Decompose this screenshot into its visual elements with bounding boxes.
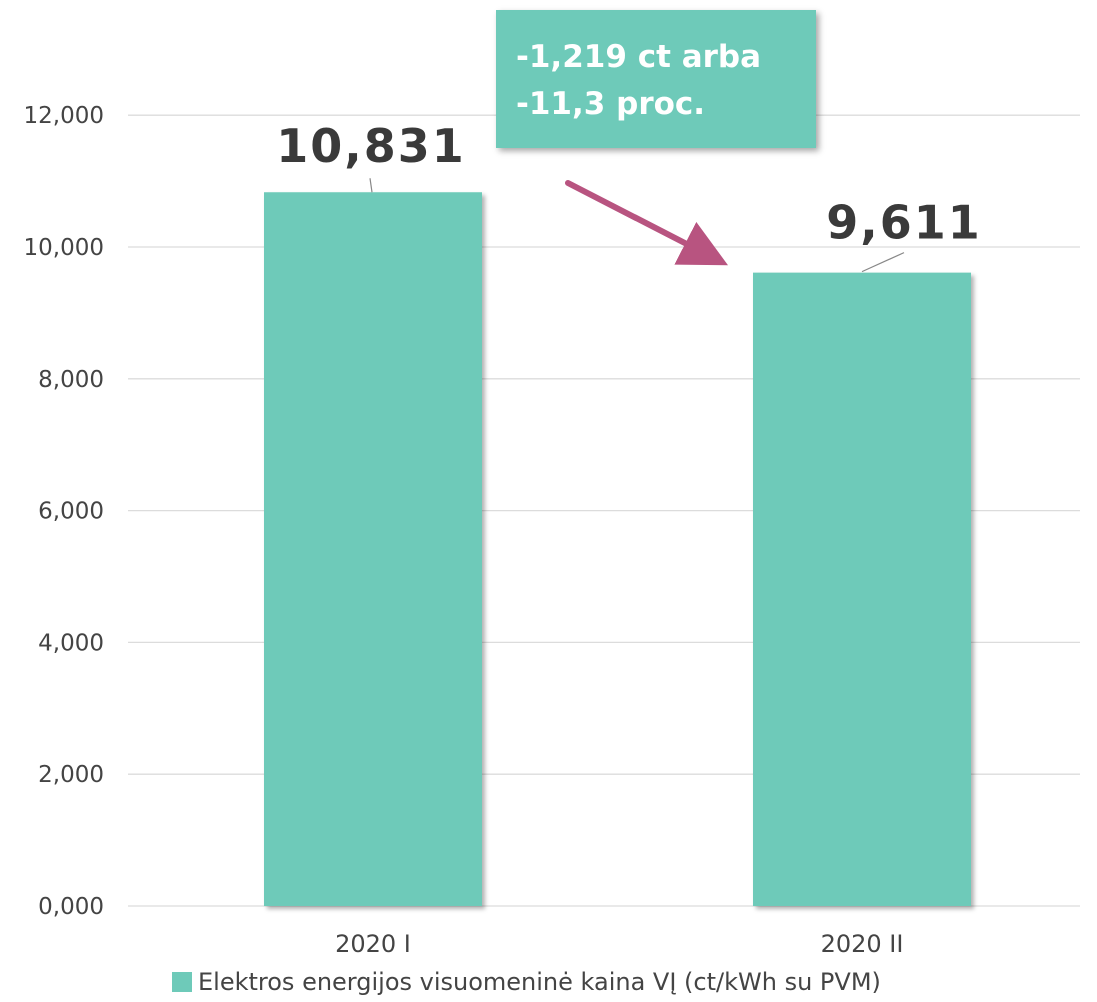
y-tick-label: 4,000 [38,630,104,656]
y-tick-label: 12,000 [24,103,104,129]
legend-swatch [172,972,192,992]
y-tick-label: 2,000 [38,762,104,788]
data-label: 10,831 [276,119,466,173]
x-axis-ticks: 2020 I 2020 II [335,930,903,958]
legend-label: Elektros energijos visuomeninė kaina VĮ … [198,968,881,996]
y-tick-label: 10,000 [24,235,104,261]
data-label-leader [861,252,905,273]
data-labels: 10,831 9,611 [276,119,982,250]
x-tick-label: 2020 II [821,930,904,958]
y-tick-label: 6,000 [38,499,104,525]
data-label: 9,611 [826,196,982,250]
x-tick-label: 2020 I [335,930,411,958]
callout-line-1: -1,219 ct arba [516,39,762,75]
bar [753,272,971,906]
legend: Elektros energijos visuomeninė kaina VĮ … [172,966,881,998]
data-label-leader [369,178,373,193]
decrease-arrow [565,180,729,266]
data-label-leaders [369,178,905,273]
bars [264,192,971,906]
y-axis-ticks: 0,000 2,000 4,000 6,000 8,000 10,000 12,000 [24,103,104,920]
bar [264,192,482,906]
change-callout: -1,219 ct arba -11,3 proc. [496,10,816,148]
y-tick-label: 8,000 [38,367,104,393]
y-tick-label: 0,000 [38,894,104,920]
callout-line-2: -11,3 proc. [516,86,706,122]
